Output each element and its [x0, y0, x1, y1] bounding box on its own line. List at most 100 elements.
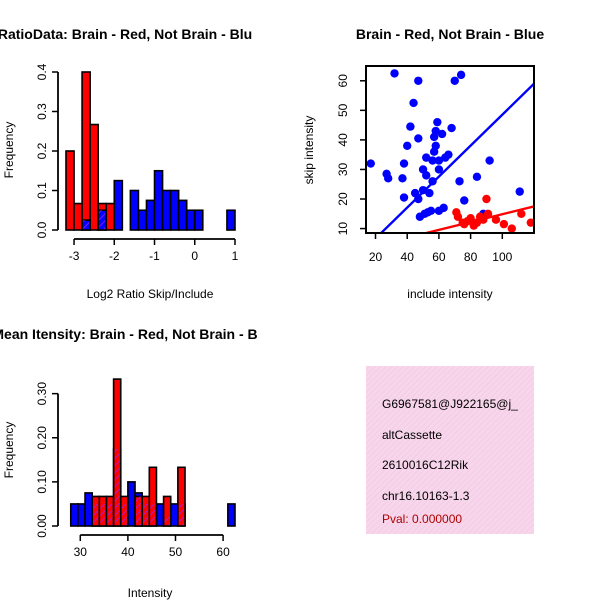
scatter-point-brain: [491, 215, 501, 224]
ratio-bar-brain: [73, 202, 83, 231]
scatter-point-brain: [466, 214, 475, 223]
intensity-overlap-hatch: [93, 503, 99, 525]
scatter-point-not-brain: [428, 177, 437, 186]
intensity-bar-brain: [148, 466, 158, 527]
scatter-point-brain: [453, 212, 463, 221]
scatter-point-not-brain: [399, 193, 409, 202]
scatter-point-not-brain: [398, 174, 407, 183]
scatter-point-brain: [483, 209, 493, 218]
ratio-y-label: Frequency: [2, 122, 16, 179]
ratio-histogram-panel: RatioData: Brain - Red, Not Brain - Blu …: [0, 26, 252, 301]
intensity-chart-title: Mean Itensity: Brain - Red, Not Brain - …: [0, 326, 258, 342]
intensity-y-tick-label: 0.00: [35, 514, 49, 538]
scatter-point-not-brain: [431, 126, 440, 136]
intensity-overlap-hatch: [100, 503, 106, 525]
scatter-point-not-brain: [426, 206, 436, 216]
intensity-bar-not-brain: [155, 503, 165, 527]
ratio-bar-not-brain: [153, 169, 164, 231]
info-event-type: altCassette: [382, 428, 442, 442]
ratio-x-tick-label: 0: [191, 249, 198, 263]
intensity-bar-brain: [177, 466, 186, 527]
scatter-x-label: include intensity: [407, 287, 492, 301]
ratio-x-tick-label: -3: [69, 249, 80, 263]
intensity-x-label: Intensity: [128, 586, 173, 600]
intensity-x-tick-label: 50: [169, 545, 183, 559]
scatter-y-tick-label: 60: [336, 74, 350, 88]
scatter-point-brain: [526, 218, 534, 227]
scatter-point-not-brain: [428, 156, 437, 165]
scatter-point-not-brain: [414, 76, 423, 85]
ratio-bar-not-brain: [113, 179, 124, 231]
scatter-point-not-brain: [447, 123, 456, 133]
ratio-y-tick-label: 0.2: [35, 142, 49, 159]
scatter-y-label: skip intensity: [302, 116, 316, 185]
ratio-x-tick-label: -2: [109, 249, 120, 263]
scatter-point-not-brain: [414, 194, 423, 204]
ratio-x-label: Log2 Ratio Skip/Include: [87, 287, 214, 301]
scatter-x-tick-label: 40: [401, 250, 415, 264]
intensity-bars: [69, 378, 236, 527]
scatter-x-tick-label: 60: [432, 250, 446, 264]
ratio-y-tick-label: 0.3: [35, 103, 49, 120]
ratio-overlap-hatch: [83, 220, 90, 229]
scatter-point-not-brain: [418, 185, 428, 195]
ratio-bar-not-brain: [137, 209, 148, 231]
ratio-bar-not-brain: [185, 209, 196, 231]
scatter-point-not-brain: [433, 117, 442, 127]
intensity-overlap-hatch: [143, 503, 149, 525]
ratio-bar-brain: [81, 71, 91, 231]
info-gene-name: 2610016C12Rik: [382, 458, 469, 472]
ratio-x-tick-label: -1: [149, 249, 160, 263]
intensity-x-tick-label: 60: [216, 545, 230, 559]
scatter-x-tick-label: 100: [492, 250, 512, 264]
scatter-point-brain: [482, 194, 491, 204]
scatter-point-brain: [517, 209, 526, 218]
ratio-bar-not-brain: [145, 199, 156, 231]
intensity-bar-not-brain: [169, 503, 179, 527]
intensity-bar-not-brain: [69, 503, 79, 527]
scatter-y-tick-label: 20: [336, 192, 350, 206]
scatter-point-brain: [507, 224, 517, 233]
scatter-point-not-brain: [437, 129, 447, 139]
intensity-overlap-hatch: [178, 503, 185, 525]
scatter-x-tick-label: 80: [464, 250, 478, 264]
intensity-overlap-hatch: [150, 503, 156, 525]
scatter-plot: 20 40 60 80 100 10 20 30 40 50 60: [336, 65, 535, 264]
intensity-overlap-hatch: [136, 496, 142, 525]
intensity-y-label: Frequency: [2, 422, 16, 479]
scatter-point-not-brain: [409, 98, 418, 108]
scatter-point-not-brain: [515, 187, 524, 196]
info-background: [366, 366, 534, 534]
intensity-bar-not-brain: [77, 503, 86, 527]
ratio-bar-brain: [89, 123, 99, 231]
scatter-point-not-brain: [383, 174, 393, 183]
ratio-y-tick-label: 0.0: [35, 221, 49, 238]
ratio-bar-not-brain: [169, 189, 180, 231]
intensity-y-tick-label: 0.30: [35, 382, 49, 406]
ratio-bars: [65, 71, 236, 231]
scatter-x-tick-label: 20: [369, 250, 383, 264]
ratio-y-tick-label: 0.4: [35, 63, 49, 80]
intensity-overlap-hatch: [121, 503, 127, 525]
scatter-point-not-brain: [403, 141, 412, 151]
intensity-x-tick-label: 30: [74, 545, 88, 559]
intensity-y-tick-label: 0.10: [35, 470, 49, 494]
scatter-point-not-brain: [434, 156, 444, 165]
scatter-point-not-brain: [439, 203, 448, 213]
ratio-bar-brain: [105, 202, 116, 231]
scatter-marks: [366, 69, 534, 233]
ratio-bar-not-brain: [226, 209, 236, 231]
info-location: chr16.10163-1.3: [382, 489, 470, 503]
ratio-overlap-hatch: [99, 210, 106, 229]
intensity-bar-not-brain: [127, 481, 136, 527]
ratio-axes: 0.0 0.1 0.2 0.3 0.4 -3 -2 -1 0 1: [35, 63, 239, 263]
ratio-bar-not-brain: [129, 189, 140, 231]
scatter-point-brain: [499, 219, 509, 229]
scatter-point-not-brain: [456, 70, 466, 80]
ratio-bar-not-brain: [161, 189, 172, 231]
intensity-overlap-hatch: [164, 514, 170, 525]
scatter-fit-line-blue: [379, 82, 534, 233]
scatter-point-not-brain: [406, 122, 415, 131]
intensity-bar-brain: [162, 495, 172, 527]
scatter-point-not-brain: [422, 171, 431, 180]
